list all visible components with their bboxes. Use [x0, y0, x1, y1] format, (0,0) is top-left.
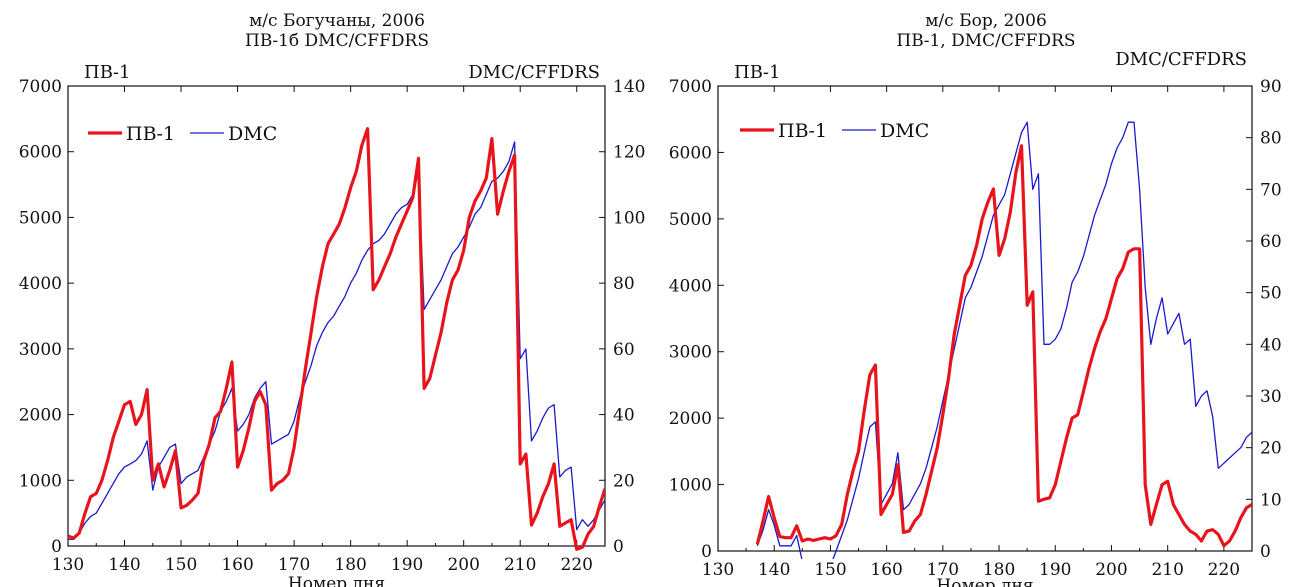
chart-2-ytick-right-label: 10	[1260, 490, 1282, 510]
chart-2-ylabel-right: DMC/CFFDRS	[1115, 49, 1247, 70]
chart-1-xtick-label: 190	[391, 555, 423, 575]
chart-2-ytick-right-label: 30	[1260, 387, 1282, 407]
chart-2-ytick-right-label: 70	[1260, 180, 1282, 200]
chart-1-plot-frame	[67, 85, 606, 547]
chart-2-plot-frame	[717, 85, 1253, 552]
chart-1-xtick-label: 180	[334, 555, 366, 575]
chart-2-ytick-left-label: 4000	[669, 276, 712, 296]
chart-2-xlabel: Номер дня	[936, 576, 1033, 587]
chart-1-series-pv1-line	[68, 127, 605, 551]
chart-1-ytick-right-label: 40	[613, 406, 635, 426]
chart-2-ytick-left-label: 3000	[669, 343, 712, 363]
chart-2-ytick-right-label: 90	[1260, 77, 1282, 97]
chart-2-ytick-left-label: 6000	[669, 143, 712, 163]
chart-1-subtitle: ПВ-1б DMC/CFFDRS	[245, 31, 429, 51]
chart-1-ytick-right-label: 60	[613, 340, 635, 360]
chart-2-xtick-label: 140	[758, 560, 790, 580]
chart-1-ytick-left-label: 5000	[19, 208, 62, 228]
chart-2-ytick-left-label: 5000	[669, 210, 712, 230]
chart-2-xtick-label: 190	[1039, 560, 1071, 580]
chart-1-xlabel: Номер дня	[288, 574, 385, 587]
chart-2-legend-dmc-label: DMC	[880, 120, 929, 142]
chart-2-xtick-label: 170	[927, 560, 959, 580]
chart-1-title: м/с Богучаны, 2006	[249, 11, 425, 31]
chart-2-ytick-right-label: 20	[1260, 439, 1282, 459]
chart-1-ylabel-left: ПВ-1	[84, 62, 130, 83]
chart-2-subtitle: ПВ-1, DMC/CFFDRS	[896, 31, 1075, 51]
chart-1-ytick-left-label: 3000	[19, 340, 62, 360]
chart-1-legend-dmc-label: DMC	[228, 123, 277, 145]
chart-1-ytick-right-label: 80	[613, 274, 635, 294]
chart-2-ytick-left-label: 0	[701, 542, 712, 562]
chart-2-xtick-label: 130	[702, 560, 734, 580]
chart-2-ytick-right-label: 60	[1260, 232, 1282, 252]
chart-2-xtick-label: 210	[1151, 560, 1183, 580]
chart-1-ytick-left-label: 4000	[19, 274, 62, 294]
chart-1-ytick-right-label: 140	[613, 77, 645, 97]
chart-1-xtick-label: 150	[165, 555, 197, 575]
chart-2-xtick-label: 200	[1095, 560, 1127, 580]
chart-1-ytick-right-label: 0	[613, 537, 624, 557]
chart-2-xtick-label: 220	[1208, 560, 1240, 580]
chart-2-xtick-label: 160	[870, 560, 902, 580]
chart-2-ytick-right-label: 50	[1260, 284, 1282, 304]
chart-1-xtick-label: 200	[447, 555, 479, 575]
chart-2-ytick-left-label: 2000	[669, 409, 712, 429]
chart-2-ytick-left-label: 7000	[669, 77, 712, 97]
chart-1-xtick-label: 140	[108, 555, 140, 575]
chart-2-ytick-right-label: 80	[1260, 129, 1282, 149]
chart-1-ytick-left-label: 1000	[19, 471, 62, 491]
chart-2-ytick-right-label: 0	[1260, 542, 1271, 562]
chart-1-ytick-left-label: 7000	[19, 77, 62, 97]
chart-1-ytick-left-label: 6000	[19, 143, 62, 163]
chart-1-ytick-right-label: 20	[613, 471, 635, 491]
chart-1-ytick-right-label: 100	[613, 208, 645, 228]
chart-1-series-dmc-line	[68, 141, 605, 541]
chart-1-xtick-label: 170	[278, 555, 310, 575]
chart-1-xtick-label: 130	[52, 555, 84, 575]
chart-2-series-pv1-line	[755, 144, 1252, 548]
chart-1-xtick-label: 220	[561, 555, 593, 575]
chart-2-legend-pv1-label: ПВ-1	[778, 120, 827, 142]
chart-1-legend-pv1-label: ПВ-1	[126, 123, 175, 145]
chart-1-xtick-label: 160	[221, 555, 253, 575]
chart-2-xtick-label: 150	[814, 560, 846, 580]
chart-1-ylabel-right: DMC/CFFDRS	[468, 62, 600, 83]
chart-2-ytick-left-label: 1000	[669, 476, 712, 496]
chart-2-xtick-label: 180	[983, 560, 1015, 580]
chart-1-xtick-label: 210	[504, 555, 536, 575]
chart-2-series-dmc-line	[756, 121, 1252, 559]
chart-2-ytick-right-label: 40	[1260, 335, 1282, 355]
chart-1-ytick-left-label: 2000	[19, 406, 62, 426]
chart-1-ytick-left-label: 0	[51, 537, 62, 557]
chart-2-ylabel-left: ПВ-1	[734, 62, 780, 83]
chart-2-title: м/с Бор, 2006	[925, 11, 1047, 31]
chart-1-ytick-right-label: 120	[613, 143, 645, 163]
